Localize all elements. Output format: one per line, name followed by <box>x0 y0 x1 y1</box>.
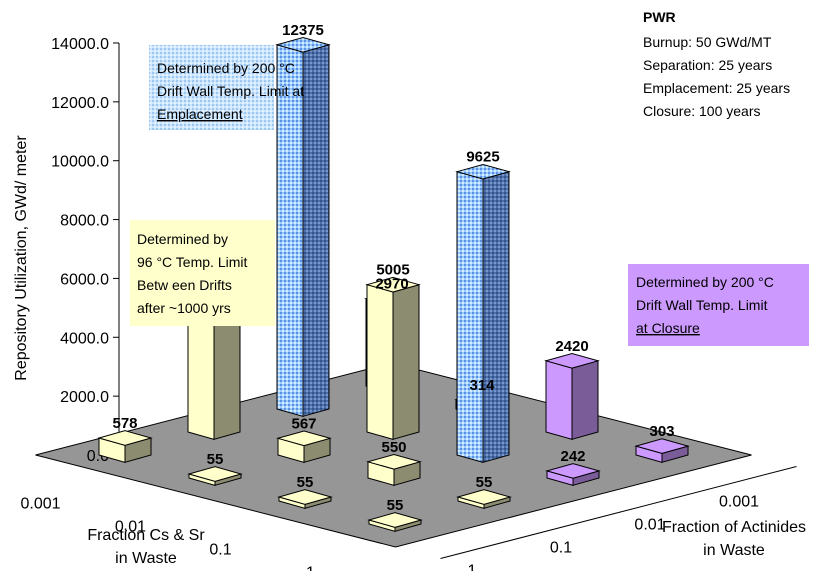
bar-side-face <box>302 44 330 417</box>
actinide-axis-title-line2: in Waste <box>703 542 765 559</box>
annotation-emplacement: Determined by 200 °C Drift Wall Temp. Li… <box>149 45 304 130</box>
bar-value-label: 5005 <box>376 262 409 279</box>
bar <box>366 453 422 486</box>
annotation-between-drifts: Determined by 96 °C Temp. Limit Betw een… <box>130 220 275 326</box>
bar-value-label: 303 <box>649 423 674 440</box>
bar-top-face <box>634 438 690 454</box>
bar <box>187 466 243 486</box>
bar-top-face <box>187 466 243 482</box>
bar-value-label: 2970 <box>375 276 408 293</box>
bar-value-label: 55 <box>476 474 493 491</box>
bar-value-label: 578 <box>112 415 137 432</box>
actinide-tick-label: 0.001 <box>719 494 759 511</box>
bar-value-label: 55 <box>387 497 404 514</box>
bar-value-label: 9625 <box>466 149 499 166</box>
bar <box>456 489 512 509</box>
floor-front-edge <box>440 466 797 559</box>
bar-top-face <box>276 430 332 447</box>
cs-sr-tick-label: 0.01 <box>115 519 146 536</box>
annotation-closure: Determined by 200 °C Drift Wall Temp. Li… <box>628 264 809 346</box>
bar-front-face <box>276 44 304 417</box>
y-tick-label: 8000.0 <box>60 213 109 230</box>
info-title: PWR <box>643 9 676 25</box>
annotation-between-drifts-line3: Betw een Drifts <box>137 277 232 293</box>
y-tick-label: 4000.0 <box>60 330 109 347</box>
bar-value-label: 2420 <box>555 338 588 355</box>
bar-top-face <box>277 489 333 505</box>
bar <box>97 430 153 463</box>
info-line-separation: Separation: 25 years <box>643 57 772 73</box>
bar-top-face <box>545 463 601 479</box>
info-block: PWR Burnup: 50 GWd/MT Separation: 25 yea… <box>643 9 790 119</box>
actinide-tick-label: 1 <box>468 563 477 571</box>
bar-value-label: 242 <box>560 448 585 465</box>
y-axis: 0.02000.04000.06000.08000.010000.012000.… <box>20 36 759 571</box>
y-tick-label: 14000.0 <box>51 36 109 53</box>
annotation-between-drifts-line4: after ~1000 yrs <box>137 300 231 316</box>
annotation-emplacement-line1: Determined by 200 °C <box>157 60 295 76</box>
bar-value-label: 314 <box>469 377 495 394</box>
bar-value-label: 550 <box>381 439 406 456</box>
actinide-tick-label: 0.01 <box>634 517 665 534</box>
bars <box>97 36 690 532</box>
bar-front-face <box>545 360 573 440</box>
info-line-closure: Closure: 100 years <box>643 103 761 119</box>
bar-value-label: 55 <box>207 451 224 468</box>
bar <box>276 430 332 463</box>
bar <box>544 352 600 440</box>
bar-top-face <box>365 276 421 293</box>
bar-side-face <box>392 284 420 440</box>
bar-top-face <box>275 36 331 53</box>
annotation-between-drifts-line2: 96 °C Temp. Limit <box>137 254 247 270</box>
bar-side-face <box>482 171 510 463</box>
cs-sr-axis-title-line1: Fraction Cs & Sr <box>87 527 205 544</box>
y-tick-label: 10000.0 <box>51 154 109 171</box>
bar <box>634 438 690 463</box>
bar-top-face <box>366 453 422 470</box>
info-line-burnup: Burnup: 50 GWd/MT <box>643 34 772 50</box>
cs-sr-tick-label: 1 <box>306 565 315 571</box>
cs-sr-tick-label: 0.001 <box>20 496 60 513</box>
bar-top-face <box>455 163 511 180</box>
annotation-closure-line3: at Closure <box>636 320 700 336</box>
bar <box>455 163 511 463</box>
annotation-between-drifts-line1: Determined by <box>137 231 228 247</box>
annotation-emplacement-line2: Drift Wall Temp. Limit at <box>157 83 304 99</box>
cs-sr-axis-title-line2: in Waste <box>115 550 177 567</box>
annotation-closure-line1: Determined by 200 °C <box>636 274 774 290</box>
bar <box>367 512 423 532</box>
bar-side-face <box>571 360 599 440</box>
bar-front-face <box>366 284 394 440</box>
annotation-emplacement-line3: Emplacement <box>157 106 243 122</box>
annotation-closure-line2: Drift Wall Temp. Limit <box>636 297 768 313</box>
actinide-tick-label: 0.1 <box>550 540 572 557</box>
y-axis-title: Repository Utilization, GWd/ meter <box>13 135 30 381</box>
cs-sr-tick-label: 0.1 <box>209 542 231 559</box>
bar-value-label: 55 <box>297 474 314 491</box>
bar <box>277 489 333 509</box>
bar-top-face <box>456 489 512 505</box>
y-tick-label: 2000.0 <box>60 389 109 406</box>
actinide-axis-title-line1: Fraction of Actinides <box>662 519 806 536</box>
bar-value-label: 567 <box>291 415 316 432</box>
bar-front-face <box>456 171 484 463</box>
y-tick-label: 6000.0 <box>60 271 109 288</box>
bar <box>365 276 421 440</box>
bar-value-label: 12375 <box>282 22 324 39</box>
y-tick-label: 12000.0 <box>51 95 109 112</box>
bar-top-face <box>97 430 153 446</box>
bar-top-face <box>367 512 423 528</box>
bar <box>545 463 601 486</box>
info-line-emplacement: Emplacement: 25 years <box>643 80 790 96</box>
bar <box>275 36 331 417</box>
bar-top-face <box>544 352 600 369</box>
